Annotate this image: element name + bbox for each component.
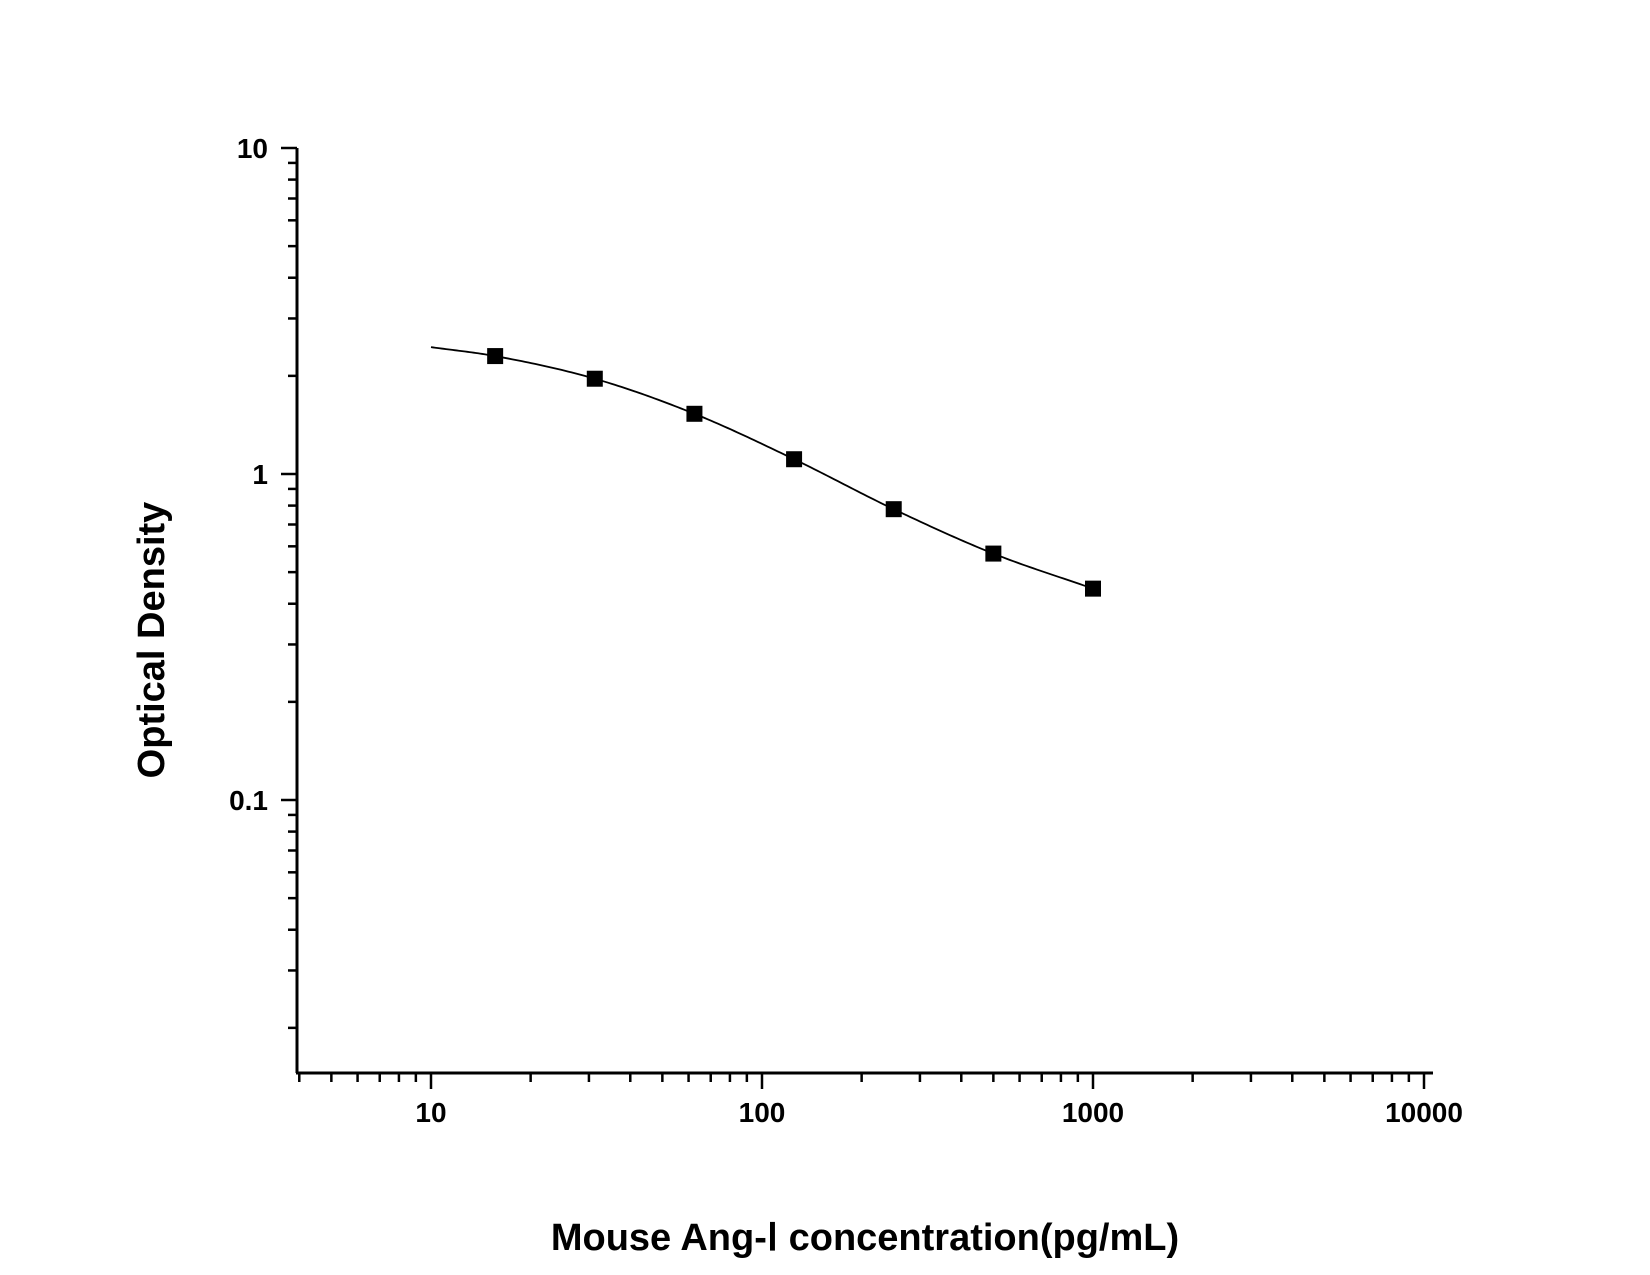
x-tick-label: 10: [415, 1097, 446, 1128]
data-point: [786, 451, 803, 468]
y-axis-title: Optical Density: [131, 502, 173, 779]
x-tick-label: 1000: [1062, 1097, 1124, 1128]
x-tick-label: 100: [739, 1097, 786, 1128]
x-axis-title: Mouse Ang-Ⅰ concentration(pg/mL): [551, 1217, 1179, 1259]
y-tick-label: 0.1: [229, 785, 268, 816]
tick-labels: 10 100 1000 10000 0.1 1 10: [229, 133, 1463, 1128]
data-point: [1085, 580, 1101, 597]
y-tick-label: 10: [237, 133, 268, 164]
data-point: [586, 370, 603, 387]
x-tick-label: 10000: [1385, 1097, 1463, 1128]
data-point: [686, 405, 703, 422]
axis-ticks: [281, 146, 1426, 1089]
data-point: [487, 348, 504, 365]
data-markers: [487, 348, 1101, 597]
fit-curve: [430, 346, 1094, 590]
data-point: [985, 545, 1002, 562]
data-point: [885, 501, 902, 518]
y-tick-label: 1: [252, 459, 268, 490]
